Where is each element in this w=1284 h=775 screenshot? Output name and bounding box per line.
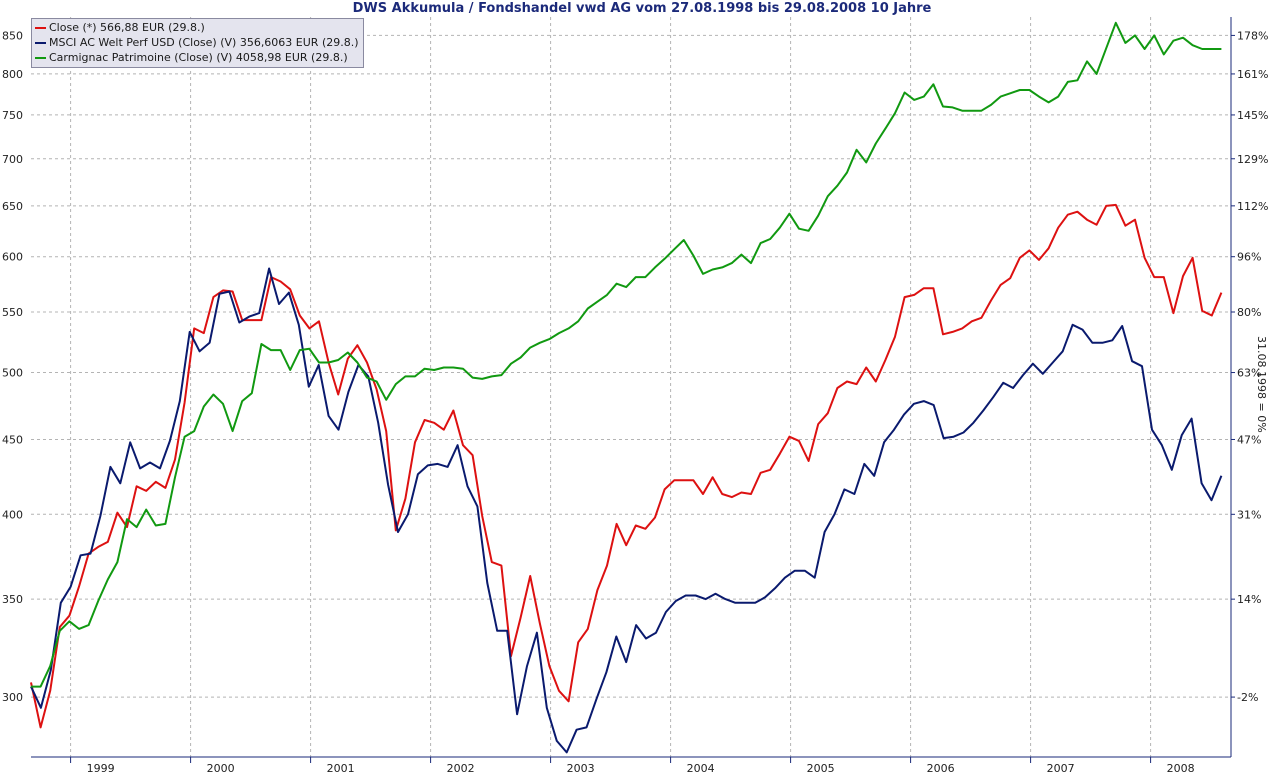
x-tick-label: 2004 (687, 762, 715, 775)
x-tick-label: 2003 (567, 762, 595, 775)
chart-title: DWS Akkumula / Fondshandel vwd AG vom 27… (352, 1, 932, 16)
y-right-tick-label: 129% (1237, 153, 1268, 166)
y-right-tick-label: 161% (1237, 68, 1268, 81)
series-lines (30, 21, 1223, 754)
y-tick-label: 650 (2, 200, 23, 213)
left-y-axis: 300 350 400 450 500 550 600 650 700 750 800 850 (2, 29, 23, 704)
y-right-tick-label: 47% (1237, 433, 1261, 446)
legend-swatch-carmignac (35, 56, 46, 59)
legend-swatch-msci (35, 41, 46, 44)
plot-area (31, 17, 1231, 757)
x-tick-label: 2007 (1047, 762, 1075, 775)
y-tick-label: 400 (2, 508, 23, 521)
y-right-tick-label: -2% (1237, 691, 1258, 704)
x-tick-label: 2000 (207, 762, 235, 775)
series-line-1 (30, 267, 1223, 754)
grid-lines (31, 17, 1231, 757)
y-tick-label: 450 (2, 433, 23, 446)
x-tick-label: 2001 (327, 762, 355, 775)
y-tick-label: 600 (2, 251, 23, 264)
y-tick-label: 700 (2, 153, 23, 166)
legend-item-close: Close (*) 566,88 EUR (29.8.) (35, 20, 359, 35)
y-tick-label: 350 (2, 593, 23, 606)
y-tick-label: 800 (2, 68, 23, 81)
legend-item-carmignac: Carmignac Patrimoine (Close) (V) 4058,98… (35, 50, 359, 65)
right-y-axis: -2% 14% 31% 47% 63% 80% 96% 112% 129% 145% 161% 178… (1231, 29, 1268, 704)
x-tick-label: 2006 (927, 762, 955, 775)
legend-swatch-close (35, 26, 46, 29)
right-axis-label: 31.08.1998 = 0% (1255, 336, 1268, 433)
x-tick-label: 2008 (1167, 762, 1195, 775)
y-right-tick-label: 80% (1237, 306, 1261, 319)
x-axis: 1999 2000 2001 2002 2003 2004 2005 2006 2007 2008 (70, 757, 1195, 775)
legend: Close (*) 566,88 EUR (29.8.) MSCI AC Wel… (31, 18, 364, 68)
y-right-tick-label: 63% (1237, 367, 1261, 380)
y-right-tick-label: 14% (1237, 593, 1261, 606)
y-tick-label: 500 (2, 367, 23, 380)
legend-item-msci: MSCI AC Welt Perf USD (Close) (V) 356,60… (35, 35, 359, 50)
x-tick-label: 2002 (447, 762, 475, 775)
x-tick-label: 2005 (807, 762, 835, 775)
y-tick-label: 300 (2, 691, 23, 704)
y-right-tick-label: 31% (1237, 508, 1261, 521)
series-line-2 (31, 21, 1222, 688)
y-tick-label: 850 (2, 29, 23, 42)
y-tick-label: 750 (2, 109, 23, 122)
y-right-tick-label: 112% (1237, 200, 1268, 213)
legend-label-carmignac: Carmignac Patrimoine (Close) (V) 4058,98… (49, 51, 348, 64)
y-right-tick-label: 145% (1237, 109, 1268, 122)
x-tick-label: 1999 (87, 762, 115, 775)
y-tick-label: 550 (2, 306, 23, 319)
legend-label-msci: MSCI AC Welt Perf USD (Close) (V) 356,60… (49, 36, 359, 49)
legend-label-close: Close (*) 566,88 EUR (29.8.) (49, 21, 205, 34)
y-right-tick-label: 96% (1237, 251, 1261, 264)
y-right-tick-label: 178% (1237, 29, 1268, 42)
